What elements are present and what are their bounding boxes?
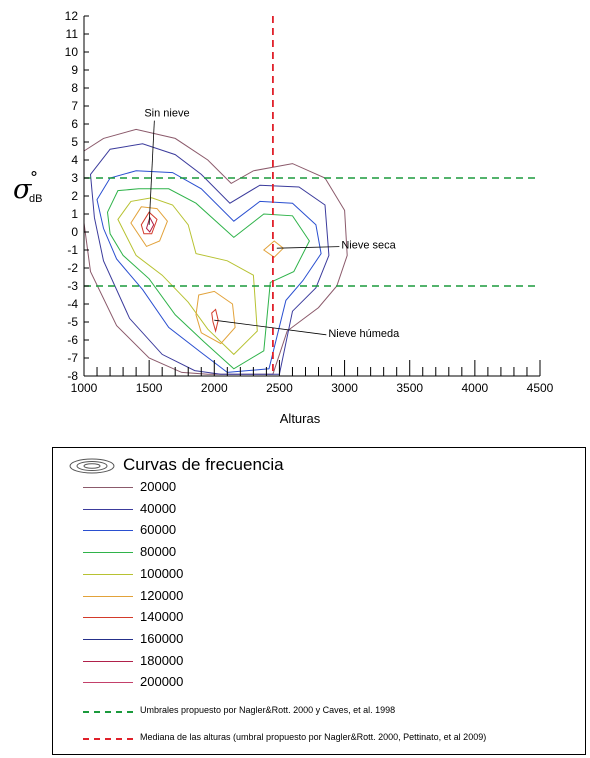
x-tick-label-3: 2500 (266, 381, 293, 395)
y-tick-label-20: -8 (67, 369, 78, 383)
plot-content (83, 128, 348, 375)
legend-level-label: 200000 (140, 674, 184, 690)
contour-line-3 (106, 188, 310, 370)
legend: Curvas de frecuencia 20000 40000 60000 8000… (52, 447, 586, 755)
contour-line-4 (117, 197, 258, 356)
x-axis: 1000 1500 2000 2500 3000 3500 4000 4500 (71, 360, 554, 395)
y-tick-label-4: 8 (71, 81, 78, 95)
legend-level-label: 120000 (140, 587, 184, 603)
y-tick-label-17: -5 (67, 315, 78, 329)
legend-level-label: 180000 (140, 652, 184, 668)
y-tick-label-19: -7 (67, 351, 78, 365)
x-axis-label: Alturas (280, 411, 321, 426)
annotation-label-2: Nieve húmeda (328, 328, 400, 340)
legend-level-label: 100000 (140, 565, 184, 581)
y-tick-label-16: -4 (67, 297, 78, 311)
y-tick-label-15: -3 (67, 279, 78, 293)
x-tick-label-7: 4500 (527, 381, 554, 395)
y-tick-label-1: 11 (66, 27, 79, 41)
annotation-label-0: Sin nieve (144, 108, 189, 120)
contour-legend-icon (69, 458, 115, 474)
y-axis-label: σ ° dB (13, 168, 42, 205)
y-tick-label-3: 9 (71, 63, 78, 77)
annotation-leader-0 (148, 120, 155, 225)
y-axis-label-sub: dB (29, 193, 42, 205)
legend-level-label: 20000 (140, 479, 177, 494)
legend-level-swatch (83, 595, 133, 597)
y-tick-label-6: 6 (71, 117, 78, 131)
annotation-leader-1 (276, 246, 340, 249)
contour-line-5 (130, 206, 168, 248)
y-axis-label-sup: ° (30, 168, 38, 187)
legend-level-swatch (83, 508, 133, 510)
threshold-lines (84, 177, 540, 287)
annotations: Sin nieve Nieve seca Nieve húmeda (144, 108, 400, 340)
legend-level-label: 40000 (140, 500, 177, 516)
y-tick-label-0: 12 (65, 9, 79, 23)
y-tick-label-10: 2 (71, 189, 78, 203)
legend-level-swatch (83, 552, 133, 554)
contour-line-8 (140, 211, 158, 235)
legend-level-swatch (83, 638, 133, 640)
contour-line-0 (83, 128, 348, 375)
contour-line-10 (145, 216, 155, 233)
y-tick-label-14: -2 (67, 261, 78, 275)
annotation-leader-2 (214, 319, 327, 336)
y-tick-label-13: -1 (67, 243, 78, 257)
legend-title: Curvas de frecuencia (123, 455, 284, 474)
x-tick-label-0: 1000 (71, 381, 98, 395)
contour-line-2 (96, 170, 322, 373)
y-tick-label-7: 5 (71, 135, 78, 149)
legend-median-swatch (83, 738, 133, 740)
y-tick-label-5: 7 (71, 99, 78, 113)
annotation-label-1: Nieve seca (341, 240, 396, 252)
x-tick-label-2: 2000 (201, 381, 228, 395)
legend-level-swatch (83, 682, 133, 684)
y-tick-label-8: 4 (71, 153, 78, 167)
legend-level-swatch (83, 617, 133, 619)
y-tick-label-12: 0 (71, 225, 78, 239)
legend-level-label: 160000 (140, 630, 184, 646)
legend-level-swatch (83, 530, 133, 532)
contour-line-1 (89, 143, 330, 375)
x-tick-label-4: 3000 (331, 381, 358, 395)
y-tick-label-2: 10 (65, 45, 79, 59)
legend-level-label: 60000 (140, 522, 177, 538)
legend-level-swatch (83, 660, 133, 662)
legend-level-label: 80000 (140, 544, 177, 560)
x-tick-label-5: 3500 (396, 381, 423, 395)
y-tick-label-18: -6 (67, 333, 78, 347)
legend-threshold-swatch (83, 711, 133, 713)
contour-line-9 (211, 308, 219, 333)
y-tick-label-11: 1 (71, 207, 78, 221)
legend-level-label: 140000 (140, 609, 184, 625)
y-axis-label-main: σ (13, 174, 33, 205)
y-tick-label-9: 3 (71, 171, 78, 185)
x-tick-label-1: 1500 (136, 381, 163, 395)
contour-line-6 (195, 290, 236, 345)
x-tick-label-6: 4000 (462, 381, 489, 395)
legend-level-swatch (83, 573, 133, 575)
legend-threshold-label: Umbrales propuesto por Nagler&Rott. 2000… (140, 705, 396, 715)
legend-median-label: Mediana de las alturas (umbral propuesto… (140, 732, 487, 742)
legend-level-swatch (83, 487, 133, 488)
